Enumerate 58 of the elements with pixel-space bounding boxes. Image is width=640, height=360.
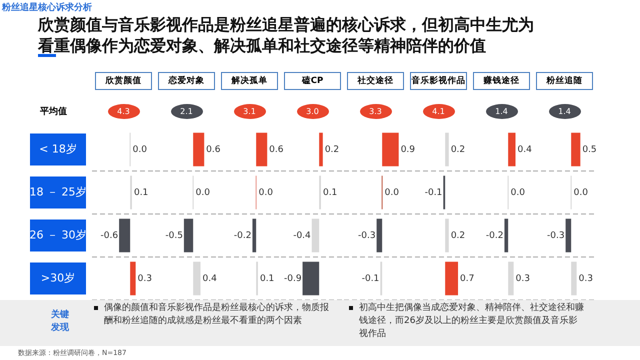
text: 欣赏颜值与音乐影视作品是粉丝追星普遍的核心诉求，但初高中生尤为看重偶像作为恋爱对象、解决孤单和社交途径等精神陪伴的价值	[38, 14, 535, 56]
text: 关键发现	[50, 309, 70, 335]
text: 偶像的颜值和音乐影视作品是粉丝最核心的诉求，物质报酬和粉丝追随的成就感是粉丝最不看重的两个因素	[104, 302, 330, 328]
data-label: 0.4	[518, 144, 532, 155]
chart-title: 欣赏颜值	[95, 72, 152, 90]
text: 粉丝追星核心诉求分析	[2, 1, 92, 14]
data-label: 0.0	[574, 188, 588, 198]
data-label: 0.2	[450, 144, 466, 155]
data-label: 0.1	[260, 274, 274, 284]
chart-subtitle: 4.3	[108, 104, 140, 119]
data-label: 0.2	[324, 144, 340, 155]
text: 初高中生把偶像当成恋爱对象、精神陪伴、社交途径和赚钱途径，而26岁及以上的粉丝主要是欣赏颜值及音乐影视作品	[359, 302, 585, 341]
data-label: 0.0	[510, 188, 526, 198]
data-label: -0.3	[358, 230, 376, 241]
data-label: 0.6	[269, 144, 284, 155]
data-label: -0.5	[165, 230, 183, 241]
data-label: 0.3	[138, 274, 152, 284]
data-label: 0.2	[450, 230, 466, 241]
chart-title: 粉丝追随	[536, 72, 593, 90]
chart-title: 赚钱途径	[473, 72, 530, 90]
chart-subtitle: 1.4	[486, 104, 518, 119]
data-label: 0.5	[582, 144, 597, 155]
data-label: -0.6	[100, 230, 118, 241]
data-label: 0.1	[134, 188, 148, 198]
data-label: -0.1	[424, 188, 442, 198]
text: 平均值	[40, 106, 67, 118]
data-label: -0.9	[284, 274, 302, 284]
y-tick-label: 18 － 25岁	[30, 185, 86, 198]
y-tick-label: < 18岁	[39, 142, 77, 156]
y-tick-label: >30岁	[40, 271, 76, 284]
data-label: -0.4	[293, 230, 312, 241]
data-label: 0.6	[206, 144, 221, 155]
data-label: 0.0	[258, 188, 274, 198]
y-tick-label: 26 － 30岁	[30, 228, 86, 242]
data-label: -0.2	[234, 230, 252, 241]
chart-subtitle: 3.1	[234, 104, 266, 119]
chart-subtitle: 3.3	[360, 104, 392, 119]
chart-subtitle: 2.1	[170, 104, 202, 119]
data-label: 0.4	[202, 274, 218, 284]
chart-title: 社交途径	[347, 72, 404, 90]
data-label: 0.0	[196, 188, 210, 198]
data-label: 0.0	[384, 188, 400, 198]
chart-title: 音乐影视作品	[410, 72, 467, 90]
chart-title: 恋爱对象	[158, 72, 215, 90]
data-label: 0.1	[322, 188, 338, 198]
data-label: 0.0	[132, 144, 148, 155]
data-label: 0.9	[400, 144, 416, 155]
data-label: -0.3	[547, 230, 565, 241]
chart-title: 磕CP	[284, 72, 341, 90]
data-label: 0.3	[578, 274, 593, 284]
chart-subtitle: 4.1	[422, 104, 454, 119]
data-label: 0.3	[516, 274, 530, 284]
data-label: -0.2	[486, 230, 504, 241]
data-label: 0.7	[460, 274, 474, 284]
data-label: -0.1	[362, 274, 380, 284]
chart-title: 解决孤单	[221, 72, 278, 90]
chart-subtitle: 1.4	[548, 104, 580, 119]
chart-subtitle: 3.0	[296, 104, 328, 119]
